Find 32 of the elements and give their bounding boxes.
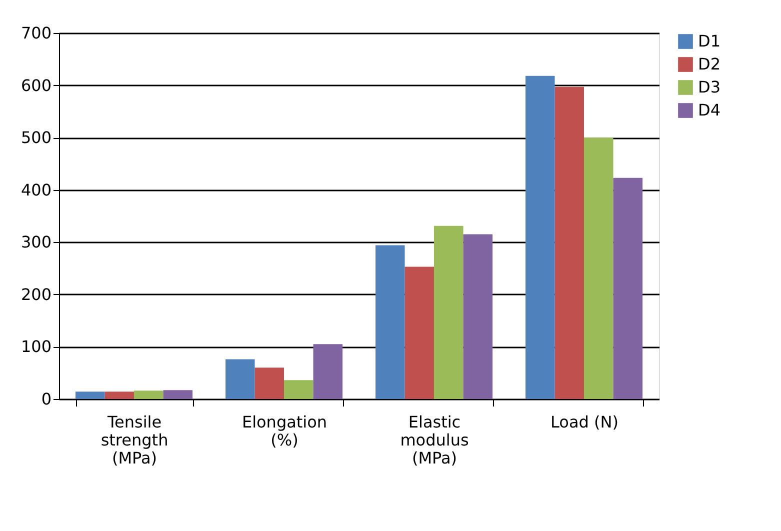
y-tick-label: 200 xyxy=(20,284,52,304)
bar xyxy=(284,380,314,399)
bar xyxy=(134,390,164,399)
legend-label: D1 xyxy=(698,32,720,50)
y-tick-label: 100 xyxy=(20,337,52,356)
bar xyxy=(254,368,284,399)
y-tick-label: 600 xyxy=(20,76,52,95)
legend-label: D2 xyxy=(698,54,720,74)
x-tick-label: Elastic modulus (MPa) xyxy=(400,412,469,468)
x-tick-label: Tensile strength (MPa) xyxy=(100,412,168,468)
y-tick-label: 700 xyxy=(20,24,52,42)
x-tick-label: Load (N) xyxy=(550,412,618,432)
bar xyxy=(76,392,105,399)
bar xyxy=(554,86,584,399)
y-tick-label: 500 xyxy=(20,128,52,148)
bar xyxy=(163,390,192,399)
bar xyxy=(376,245,405,399)
y-tick-label: 300 xyxy=(20,232,52,252)
bar xyxy=(584,138,614,399)
legend-label: D4 xyxy=(698,100,720,120)
y-tick-label: 400 xyxy=(20,180,52,200)
bar xyxy=(463,234,492,399)
bar xyxy=(613,178,642,399)
y-tick-label: 0 xyxy=(41,390,52,408)
bar xyxy=(226,359,255,399)
bar xyxy=(526,76,555,399)
bar xyxy=(104,392,134,399)
legend-label: D3 xyxy=(698,78,720,96)
bar xyxy=(313,344,342,399)
x-tick-label: Elongation (%) xyxy=(242,412,328,450)
bar xyxy=(434,226,464,399)
bar xyxy=(404,266,434,399)
